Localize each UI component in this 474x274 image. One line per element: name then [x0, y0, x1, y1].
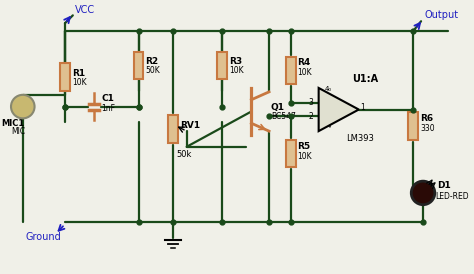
Text: 330: 330 [420, 124, 435, 133]
Bar [134, 52, 144, 79]
Circle shape [11, 95, 35, 118]
Polygon shape [319, 88, 359, 131]
Text: LED-RED: LED-RED [435, 192, 468, 201]
Text: 10K: 10K [72, 78, 86, 87]
Text: RV1: RV1 [180, 121, 200, 130]
Text: 4: 4 [326, 123, 331, 129]
Text: Ground: Ground [26, 232, 62, 242]
Text: R4: R4 [298, 58, 311, 67]
Text: 1nF: 1nF [101, 104, 115, 113]
Text: Output: Output [425, 10, 459, 20]
Text: MIC: MIC [11, 127, 25, 136]
Text: 3: 3 [309, 98, 313, 107]
Text: U1:A: U1:A [352, 74, 379, 84]
Bar [168, 115, 178, 143]
Text: −: − [320, 112, 329, 121]
Text: 10K: 10K [229, 66, 244, 75]
Text: C1: C1 [101, 94, 114, 103]
Bar [286, 56, 295, 84]
Circle shape [411, 181, 435, 205]
Text: 4₀: 4₀ [325, 86, 332, 92]
Bar [60, 63, 70, 91]
Bar [408, 112, 418, 140]
Text: LM393: LM393 [346, 134, 374, 143]
Text: 50K: 50K [146, 66, 160, 75]
Text: R2: R2 [146, 57, 158, 66]
Text: BC547: BC547 [271, 112, 296, 121]
Text: R3: R3 [229, 57, 242, 66]
Text: 10K: 10K [298, 68, 312, 77]
Bar [286, 140, 295, 167]
Text: R5: R5 [298, 142, 310, 151]
Text: D1: D1 [437, 181, 450, 190]
Text: 2: 2 [309, 112, 313, 121]
Text: 1: 1 [360, 103, 365, 112]
Text: VCC: VCC [75, 5, 95, 15]
Text: R1: R1 [72, 69, 85, 78]
Text: MIC1: MIC1 [1, 119, 25, 128]
Text: Q1: Q1 [271, 102, 285, 112]
Bar [217, 52, 227, 79]
Text: R6: R6 [420, 114, 433, 123]
Text: 50k: 50k [177, 150, 192, 159]
Text: +: + [320, 98, 328, 108]
Text: 10K: 10K [298, 152, 312, 161]
